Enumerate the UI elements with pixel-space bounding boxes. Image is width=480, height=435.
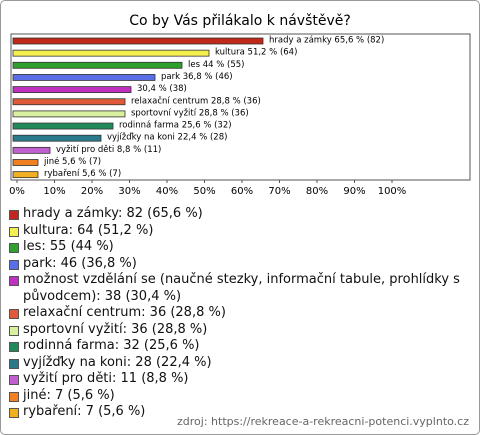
legend-item: kultura: 64 (51,2 %) — [9, 223, 471, 240]
legend-label: kultura: 64 (51,2 %) — [23, 222, 154, 238]
bar-label: rybaření 5,6 % (7) — [44, 169, 121, 179]
legend-item: možnost vzdělání se (naučné stezky, info… — [9, 272, 471, 305]
bar — [12, 86, 132, 93]
legend-label: hrady a zámky: 82 (65,6 %) — [23, 206, 203, 221]
source: zdroj: https://rekreace-a-rekreacni-pote… — [177, 415, 469, 428]
legend-item: jiné: 7 (5,6 %) — [9, 388, 471, 405]
bar-label: relaxační centrum 28,8 % (36) — [131, 95, 261, 106]
legend-item: rybaření: 7 (5,6 %) — [9, 404, 471, 421]
x-tick-label: 30% — [118, 186, 140, 197]
legend-label: jiné: 7 (5,6 %) — [23, 387, 115, 403]
legend-swatch — [9, 375, 19, 385]
legend-swatch — [9, 408, 19, 418]
legend-swatch — [9, 309, 19, 319]
bar — [12, 122, 114, 130]
bar-label: jiné 5,6 % (7) — [43, 156, 101, 167]
bar — [12, 49, 210, 57]
legend-item: vyjížďky na koni: 28 (22,4 %) — [9, 355, 471, 372]
bar-label: vyjížďky na koni 22,4 % (28) — [107, 133, 227, 143]
legend-swatch — [9, 391, 19, 402]
bar-label: les 44 % (55) — [188, 60, 244, 70]
bar — [12, 159, 39, 166]
bar-label: vyžití pro děti 8,8 % (11) — [56, 145, 161, 155]
x-tick-label: 70% — [268, 186, 290, 197]
legend-item: rodinná farma: 32 (25,6 %) — [9, 338, 471, 355]
x-tick-label: 10% — [43, 186, 65, 197]
bar-label: kultura 51,2 % (64) — [215, 48, 297, 58]
legend-label: rodinná farma: 32 (25,6 %) — [23, 338, 200, 353]
legend-label: sportovní vyžití: 36 (28,8 %) — [23, 321, 208, 337]
legend-item: les: 55 (44 %) — [9, 239, 471, 256]
x-tick-label: 100% — [378, 186, 407, 197]
x-tick-label: 90% — [343, 186, 365, 197]
plot-frame — [10, 33, 471, 181]
bar-label: rodinná farma 25,6 % (32) — [119, 121, 232, 131]
legend-swatch — [9, 342, 19, 352]
legend-swatch — [9, 243, 19, 253]
legend-label: vyžití pro děti: 11 (8,8 %) — [23, 371, 189, 386]
legend-item: park: 46 (36,8 %) — [9, 256, 471, 273]
bar — [12, 110, 126, 118]
bar-label: 30,4 % (38) — [137, 84, 187, 94]
legend-label: relaxační centrum: 36 (28,8 %) — [23, 305, 226, 320]
legend-swatch — [9, 276, 19, 286]
bar — [12, 61, 183, 69]
legend: hrady a zámky: 82 (65,6 %) kultura: 64 (5… — [9, 206, 471, 421]
bar-label: hrady a zámky 65,6 % (82) — [269, 36, 384, 46]
bar-label: sportovní vyžití 28,8 % (36) — [131, 108, 249, 118]
bar-label: park 36,8 % (46) — [161, 72, 233, 82]
legend-label: les: 55 (44 %) — [23, 239, 114, 254]
legend-item: sportovní vyžití: 36 (28,8 %) — [9, 322, 471, 339]
legend-label: možnost vzdělání se (naučné stezky, info… — [23, 272, 460, 304]
legend-swatch — [9, 325, 19, 336]
legend-item: relaxační centrum: 36 (28,8 %) — [9, 305, 471, 322]
x-tick-label: 60% — [231, 186, 253, 197]
legend-swatch — [9, 358, 19, 369]
legend-item: vyžití pro děti: 11 (8,8 %) — [9, 371, 471, 388]
x-tick-label: 40% — [156, 186, 178, 197]
chart-title: Co by Vás přilákalo k návštěvě? — [129, 13, 351, 29]
x-tick-label: 0% — [9, 186, 25, 197]
legend-label: rybaření: 7 (5,6 %) — [23, 404, 146, 419]
bar — [12, 134, 102, 142]
bar — [12, 171, 39, 179]
chart: Co by Vás přilákalo k návštěvě? 0% 10% 20%… — [9, 13, 471, 197]
x-tick-label: 20% — [81, 186, 103, 197]
legend-swatch — [9, 259, 19, 270]
bar — [12, 98, 126, 106]
x-tick-label: 80% — [306, 186, 328, 197]
bar — [12, 146, 51, 154]
legend-label: vyjížďky na koni: 28 (22,4 %) — [23, 354, 212, 370]
legend-item: hrady a zámky: 82 (65,6 %) — [9, 206, 471, 223]
legend-label: park: 46 (36,8 %) — [23, 255, 137, 271]
legend-swatch — [9, 210, 19, 220]
bar — [12, 37, 264, 45]
legend-swatch — [9, 226, 19, 237]
x-tick-label: 50% — [193, 186, 215, 197]
bar — [12, 74, 156, 81]
